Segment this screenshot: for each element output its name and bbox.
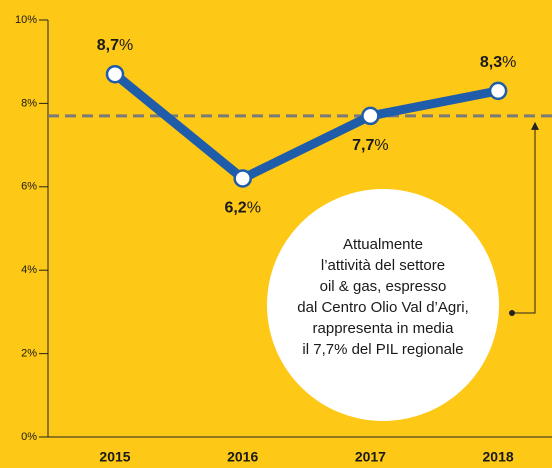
annotation-text: il 7,7% del PIL regionale <box>302 341 463 358</box>
y-tick-label: 0% <box>21 431 37 443</box>
annotation-dot <box>509 310 515 316</box>
data-point <box>488 81 508 101</box>
annotation-text: l’attività del settore <box>321 257 445 274</box>
annotation-connector <box>512 127 536 314</box>
annotation-bubble <box>267 189 499 421</box>
y-tick-label: 6% <box>21 181 37 193</box>
annotation-text: dal Centro Olio Val d’Agri, <box>297 299 468 316</box>
x-tick-label: 2018 <box>483 449 514 465</box>
annotation-text: rappresenta in media <box>313 320 455 337</box>
data-point <box>361 106 380 126</box>
x-tick-label: 2016 <box>227 449 258 465</box>
y-tick-label: 10% <box>15 14 37 26</box>
data-point <box>105 64 125 84</box>
y-tick-label: 2% <box>21 348 37 360</box>
y-tick-label: 4% <box>21 264 37 276</box>
data-point <box>233 169 252 188</box>
x-tick-label: 2015 <box>99 449 130 465</box>
data-label: 7,7% <box>352 137 388 154</box>
data-label: 6,2% <box>224 200 260 217</box>
data-line <box>112 70 499 183</box>
data-label: 8,3% <box>480 54 516 71</box>
y-tick-label: 8% <box>21 97 37 109</box>
data-label: 8,7% <box>97 37 133 54</box>
annotation-arrowhead <box>531 121 539 130</box>
annotation-text: oil & gas, espresso <box>320 278 447 295</box>
annotation-text: Attualmente <box>343 236 423 253</box>
x-tick-label: 2017 <box>355 449 386 465</box>
